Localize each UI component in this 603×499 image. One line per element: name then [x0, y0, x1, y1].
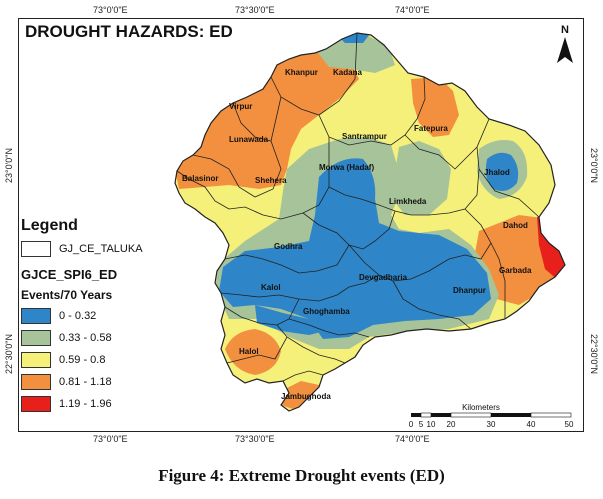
scale-bar: Kilometers 0 5 10 20 30 40 50: [409, 403, 574, 429]
scale-segment: [491, 413, 531, 417]
taluka-label: Fatepura: [414, 124, 448, 133]
legend-boundary-swatch: [21, 241, 51, 257]
taluka-label: Jambughoda: [281, 392, 331, 401]
class2-zone-limkheda: [391, 141, 451, 215]
legend-class-row: 0.81 - 1.18: [21, 374, 171, 390]
scale-segment: [530, 412, 572, 418]
legend-class-row: 0.59 - 0.8: [21, 352, 171, 368]
north-arrow: N: [557, 24, 573, 63]
taluka-label: Kalol: [261, 283, 281, 292]
latitude-label-left: 22°30'0"N: [4, 334, 14, 375]
class4-zone-fatepura: [411, 77, 459, 137]
legend-class-label: 1.19 - 1.96: [59, 398, 112, 410]
legend-class-row: 0 - 0.32: [21, 308, 171, 324]
taluka-label: Dhanpur: [453, 286, 486, 295]
scale-tick-label: 20: [447, 420, 456, 429]
scale-tick-label: 5: [419, 420, 424, 429]
map-title: DROUGHT HAZARDS: ED: [25, 22, 233, 41]
scale-tick-label: 40: [527, 420, 536, 429]
taluka-label: Jhalod: [484, 168, 510, 177]
longitude-label-bottom: 73°30'0"E: [235, 434, 275, 444]
scale-segment: [450, 412, 492, 418]
legend-class-label: 0.33 - 0.58: [59, 332, 112, 344]
taluka-label: Devgadbaria: [359, 273, 408, 282]
scale-tick-label: 30: [487, 420, 496, 429]
figure-caption: Figure 4: Extreme Drought events (ED): [158, 466, 445, 485]
longitude-label-top: 73°30'0"E: [235, 5, 275, 15]
taluka-label: Halol: [239, 347, 259, 356]
taluka-label: Ghoghamba: [303, 307, 350, 316]
scale-bar-title: Kilometers: [462, 403, 500, 412]
taluka-label: Lunawada: [229, 135, 269, 144]
scale-segment: [420, 412, 432, 418]
class1-zone-north: [337, 33, 369, 43]
scale-tick-label: 10: [427, 420, 436, 429]
legend-class-swatch: [21, 374, 51, 390]
scale-tick-label: 0: [409, 420, 414, 429]
class1-zone-south: [255, 305, 325, 335]
taluka-label: Shehera: [255, 176, 287, 185]
class1-zone-central: [219, 158, 491, 339]
scale-segment: [411, 413, 421, 417]
class1-zone-jhalod: [485, 152, 519, 191]
taluka-label: Morwa (Hadaf): [319, 163, 374, 172]
legend-class-swatch: [21, 352, 51, 368]
scale-tick-label: 50: [565, 420, 574, 429]
taluka-boundaries: [174, 32, 566, 412]
taluka-label: Limkheda: [389, 197, 427, 206]
taluka-label: Garbada: [499, 266, 532, 275]
legend-class-swatch: [21, 396, 51, 412]
legend-class-row: 0.33 - 0.58: [21, 330, 171, 346]
north-arrow-label: N: [561, 24, 569, 36]
class4-zone-halol: [225, 329, 281, 375]
longitude-label-bottom: 74°0'0"E: [395, 434, 430, 444]
legend-class-swatch: [21, 308, 51, 324]
taluka-label: Khanpur: [285, 68, 318, 77]
north-arrow-icon: [557, 37, 573, 63]
map-frame: Khanpur Kadana Virpur Fatepura Santrampu…: [18, 18, 584, 432]
legend: Legend GJ_CE_TALUKA GJCE_SPI6_ED Events/…: [21, 217, 171, 412]
legend-boundary-row: GJ_CE_TALUKA: [21, 241, 171, 257]
taluka-label: Kadana: [333, 68, 362, 77]
legend-class-label: 0.59 - 0.8: [59, 354, 106, 366]
latitude-label-right: 22°30'0"N: [589, 334, 599, 375]
legend-layer-label: GJCE_SPI6_ED: [21, 267, 118, 282]
class4-zone-northwest: [175, 49, 359, 189]
taluka-label: Balasinor: [182, 174, 218, 183]
longitude-label-top: 73°0'0"E: [93, 5, 128, 15]
legend-units-label: Events/70 Years: [21, 288, 113, 302]
taluka-labels: Khanpur Kadana Virpur Fatepura Santrampu…: [182, 68, 532, 401]
legend-title: Legend: [21, 217, 78, 234]
longitude-label-bottom: 73°0'0"E: [93, 434, 128, 444]
taluka-label: Dahod: [503, 221, 528, 230]
latitude-label-right: 23°0'0"N: [589, 148, 599, 184]
latitude-label-left: 23°0'0"N: [4, 148, 14, 184]
legend-class-row: 1.19 - 1.96: [21, 396, 171, 412]
longitude-label-top: 74°0'0"E: [395, 5, 430, 15]
legend-class-label: 0 - 0.32: [59, 310, 97, 322]
legend-boundary-label: GJ_CE_TALUKA: [59, 243, 143, 255]
legend-class-swatch: [21, 330, 51, 346]
taluka-label: Santrampur: [342, 132, 387, 141]
taluka-label: Virpur: [229, 102, 252, 111]
legend-class-label: 0.81 - 1.18: [59, 376, 112, 388]
scale-segment: [431, 413, 451, 417]
drought-map: Khanpur Kadana Virpur Fatepura Santrampu…: [174, 24, 574, 429]
taluka-label: Godhra: [274, 242, 303, 251]
